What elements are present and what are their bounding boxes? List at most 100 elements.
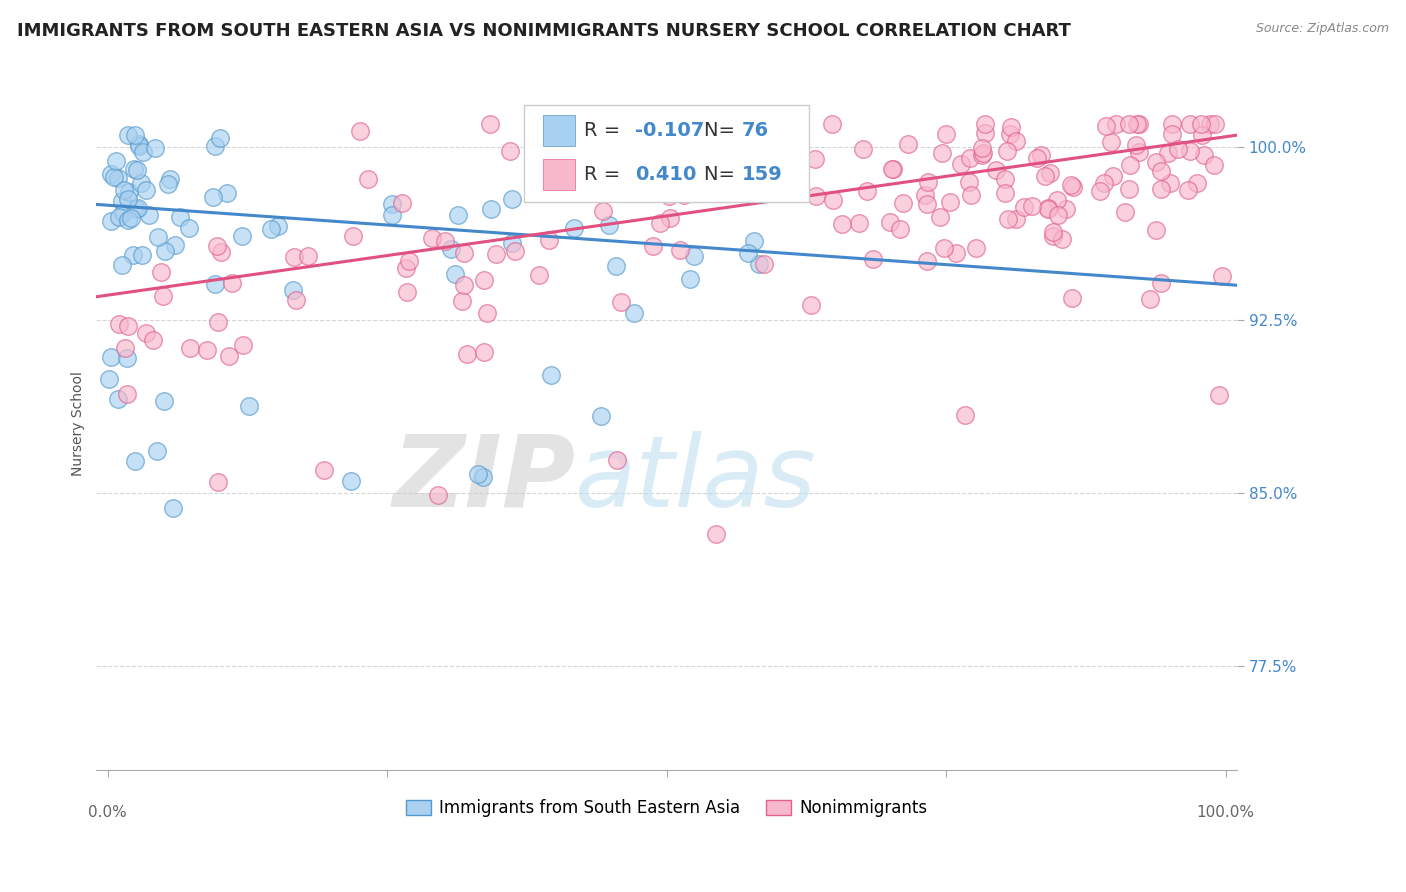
- Point: [153, 244, 176, 258]
- FancyBboxPatch shape: [544, 159, 575, 190]
- Point: [207, 239, 229, 253]
- Point: [1192, 148, 1215, 162]
- Point: [434, 234, 457, 248]
- Point: [107, 392, 129, 407]
- Point: [1159, 176, 1181, 190]
- Point: [177, 221, 200, 235]
- Point: [115, 387, 138, 401]
- Point: [1204, 117, 1226, 131]
- Point: [527, 268, 550, 282]
- Text: 0.410: 0.410: [634, 165, 696, 184]
- Point: [474, 273, 496, 287]
- Point: [806, 189, 828, 203]
- Point: [145, 140, 167, 154]
- Point: [1185, 176, 1208, 190]
- Point: [959, 152, 981, 166]
- Text: R =: R =: [585, 165, 627, 184]
- Point: [704, 527, 727, 541]
- Point: [1128, 117, 1150, 131]
- Point: [591, 409, 613, 423]
- Point: [972, 141, 994, 155]
- Point: [862, 252, 884, 267]
- Point: [124, 128, 146, 143]
- Point: [897, 137, 920, 152]
- Point: [914, 188, 936, 202]
- Point: [440, 242, 463, 256]
- Text: -0.107: -0.107: [634, 121, 704, 140]
- Point: [960, 188, 983, 202]
- Point: [669, 243, 692, 257]
- Point: [148, 229, 170, 244]
- Point: [1005, 134, 1028, 148]
- Text: N=: N=: [704, 165, 741, 184]
- Point: [773, 169, 796, 184]
- Point: [1029, 148, 1052, 162]
- Point: [994, 186, 1017, 201]
- Point: [957, 175, 980, 189]
- Point: [132, 145, 155, 160]
- Point: [1128, 145, 1150, 159]
- Point: [1025, 151, 1047, 165]
- Text: ZIP: ZIP: [392, 431, 575, 528]
- Point: [169, 210, 191, 224]
- Point: [209, 130, 232, 145]
- Text: 0.0%: 0.0%: [89, 805, 127, 820]
- Point: [267, 219, 290, 233]
- Point: [117, 192, 139, 206]
- Point: [131, 248, 153, 262]
- Text: 159: 159: [742, 165, 783, 184]
- Point: [592, 203, 614, 218]
- Point: [1208, 387, 1230, 401]
- Point: [207, 315, 229, 329]
- Point: [422, 231, 444, 245]
- Point: [934, 241, 956, 255]
- Point: [1012, 200, 1035, 214]
- Point: [260, 222, 283, 236]
- Point: [1021, 199, 1043, 213]
- Y-axis label: Nursery School: Nursery School: [72, 371, 86, 476]
- FancyBboxPatch shape: [544, 115, 575, 146]
- Point: [1144, 155, 1167, 169]
- Point: [105, 153, 128, 168]
- Point: [623, 306, 645, 320]
- Point: [737, 245, 759, 260]
- Point: [501, 192, 523, 206]
- Point: [915, 254, 938, 268]
- Point: [153, 394, 176, 409]
- Point: [467, 467, 489, 481]
- Point: [1095, 120, 1118, 134]
- Point: [451, 293, 474, 308]
- Point: [128, 136, 150, 151]
- Point: [100, 351, 122, 365]
- Point: [1144, 223, 1167, 237]
- Point: [880, 162, 903, 177]
- Point: [117, 318, 139, 333]
- Point: [1088, 184, 1111, 198]
- Point: [997, 144, 1019, 158]
- Point: [232, 338, 254, 352]
- Point: [108, 211, 131, 225]
- Point: [1038, 201, 1060, 215]
- Point: [117, 212, 139, 227]
- Point: [1161, 127, 1184, 141]
- Point: [917, 175, 939, 189]
- Point: [146, 443, 169, 458]
- Point: [1156, 145, 1178, 160]
- Point: [125, 162, 148, 177]
- Point: [641, 239, 664, 253]
- Point: [821, 193, 844, 207]
- Point: [1180, 145, 1202, 159]
- Point: [138, 208, 160, 222]
- Point: [1039, 166, 1062, 180]
- Point: [659, 211, 682, 225]
- Point: [1189, 117, 1212, 131]
- Point: [1062, 179, 1084, 194]
- Point: [1150, 182, 1173, 196]
- Point: [679, 272, 702, 286]
- Point: [475, 306, 498, 320]
- Point: [915, 197, 938, 211]
- Point: [939, 195, 962, 210]
- Point: [1114, 204, 1136, 219]
- Point: [499, 145, 522, 159]
- Point: [501, 236, 523, 251]
